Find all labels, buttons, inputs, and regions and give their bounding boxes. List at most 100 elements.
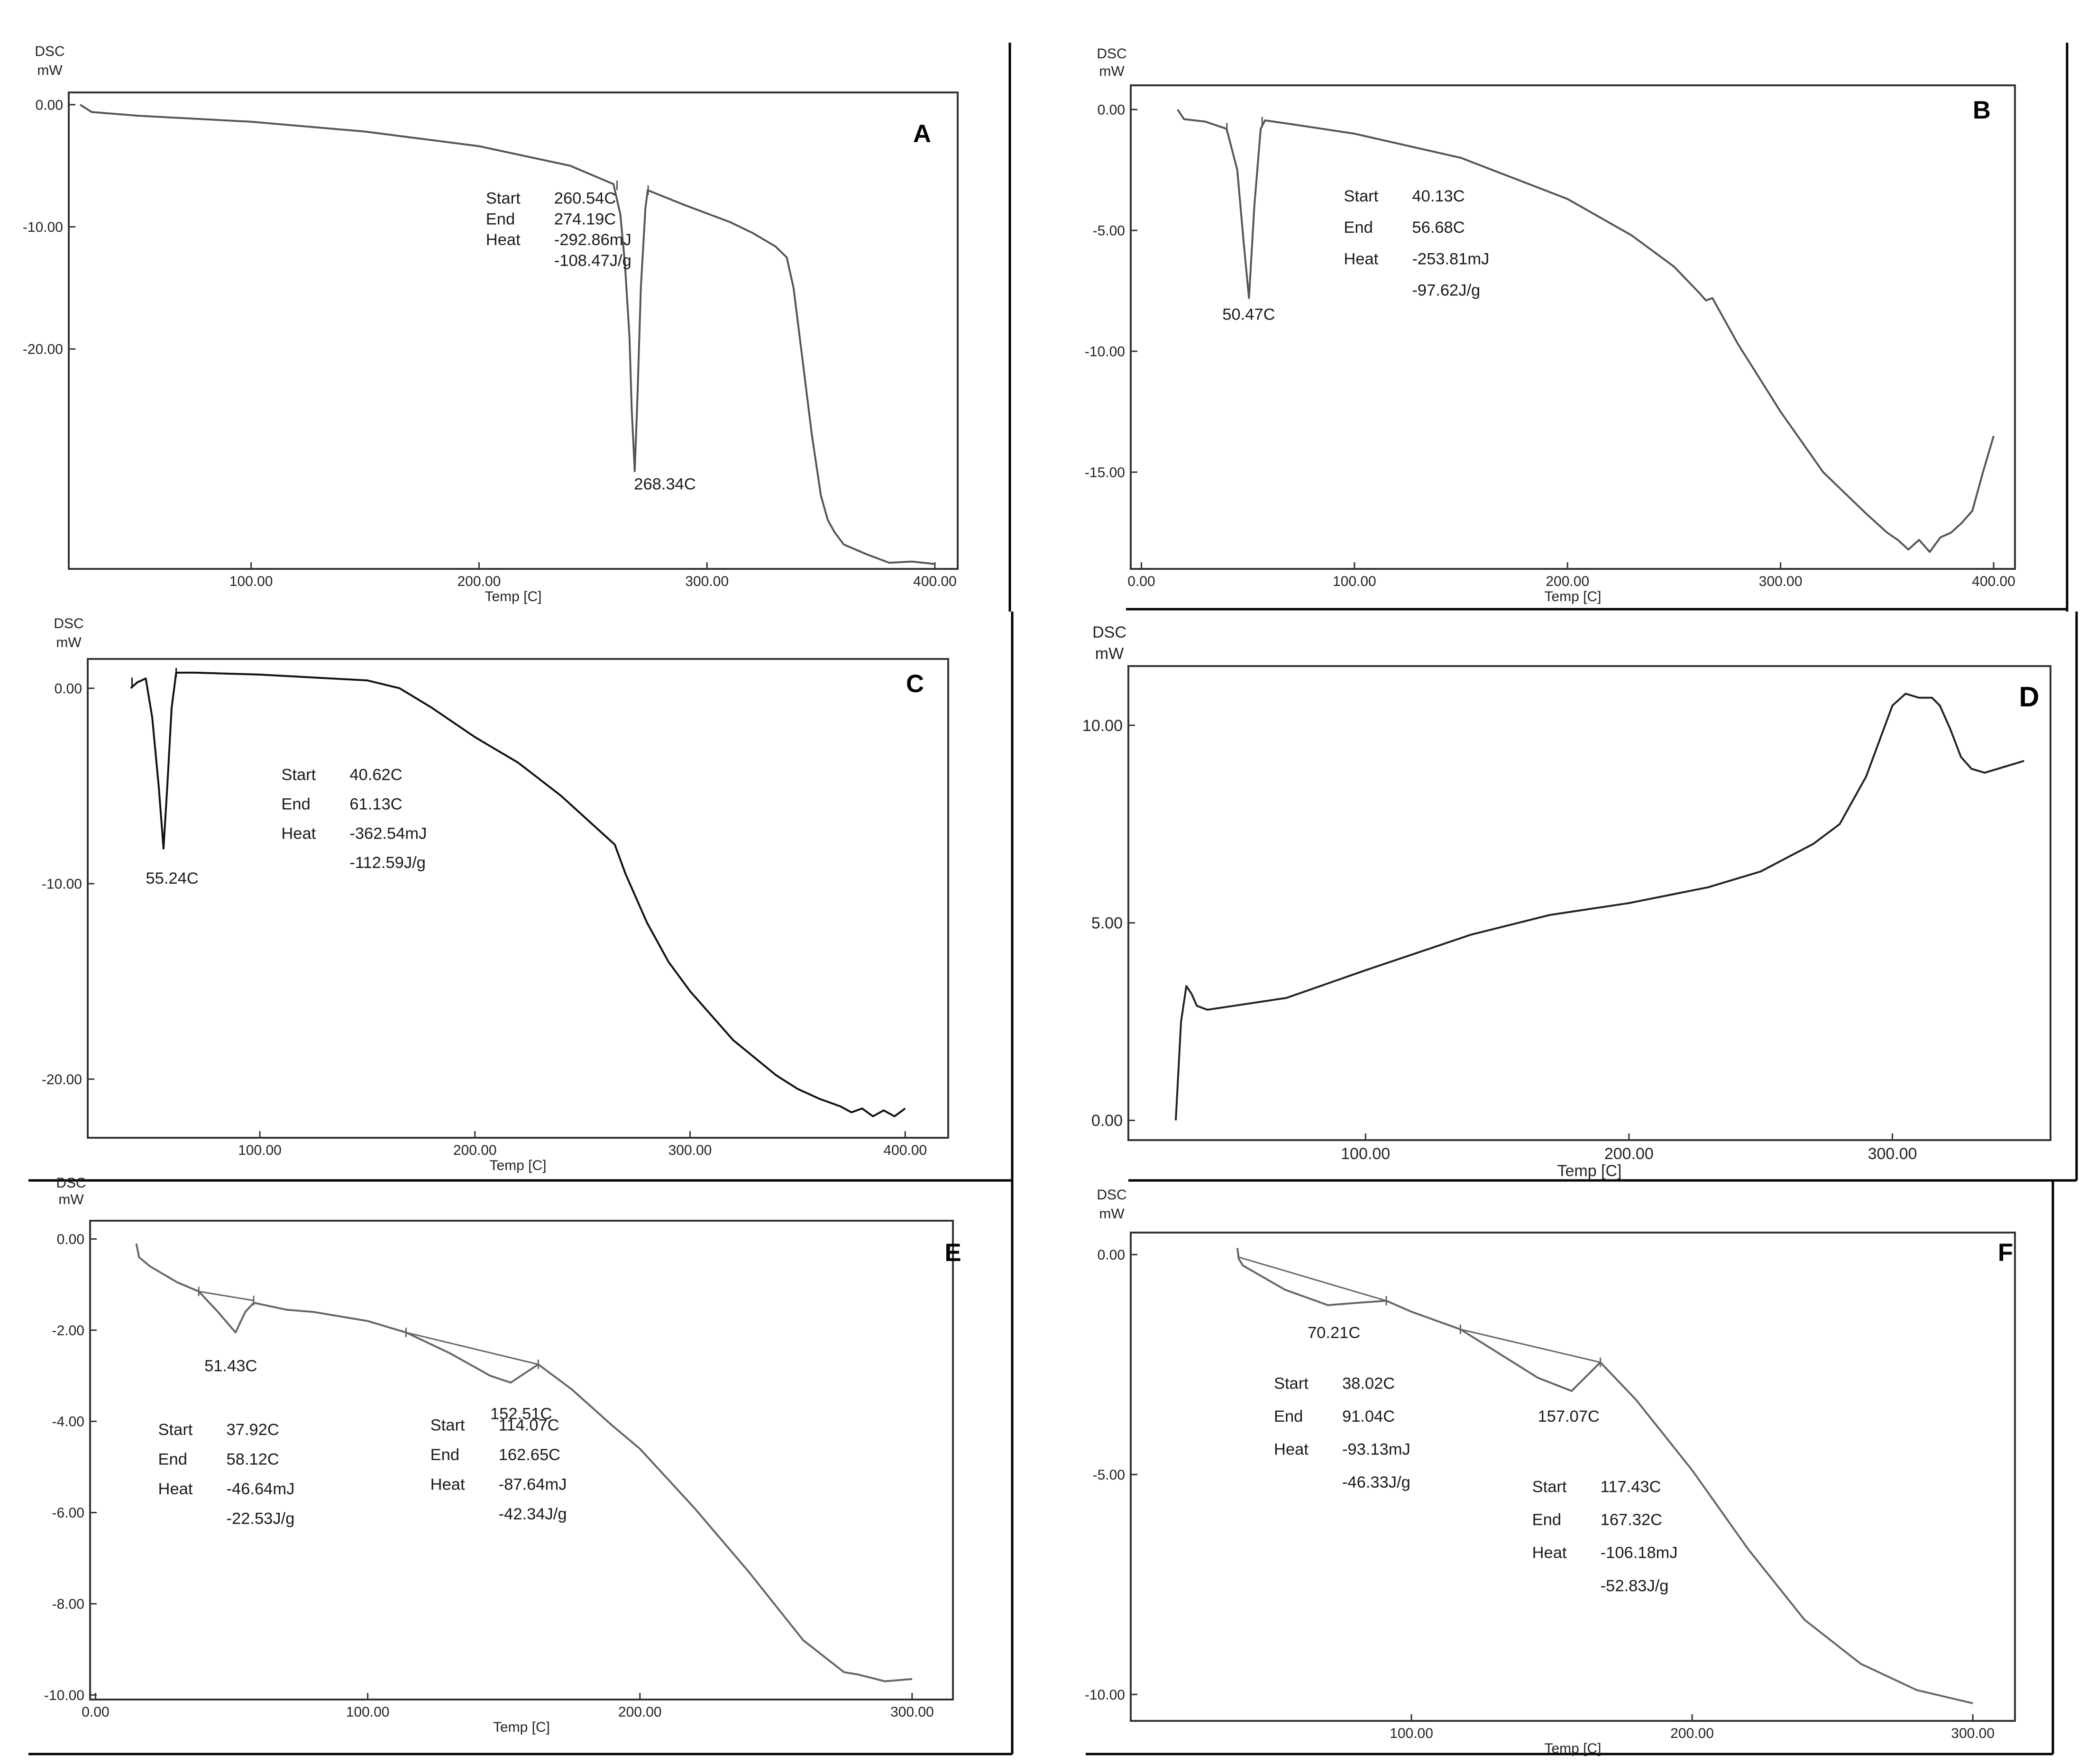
annotation-label: Start — [1274, 1374, 1309, 1392]
annotation-value: 40.13C — [1412, 187, 1465, 205]
y-tick-label: -5.00 — [1093, 1467, 1125, 1483]
annotation-value: 114.07C — [499, 1416, 559, 1434]
annotation-label: End — [1532, 1511, 1561, 1529]
y-axis-label: DSC — [56, 1175, 86, 1191]
x-tick-label: 100.00 — [229, 574, 273, 589]
annotation-value: -106.18mJ — [1601, 1544, 1678, 1562]
annotation-label: End — [1344, 219, 1373, 237]
x-tick-label: 100.00 — [1341, 1145, 1390, 1163]
y-axis-label: DSC — [1097, 1187, 1126, 1203]
x-tick-label: 200.00 — [1546, 574, 1589, 589]
annotation-label: Heat — [1344, 250, 1378, 268]
y-axis-unit: mW — [1099, 64, 1125, 79]
plot-frame — [1127, 665, 2051, 1141]
dsc-curve — [130, 671, 906, 1117]
annotation-value: -292.86mJ — [554, 231, 632, 249]
x-tick-label: 300.00 — [890, 1704, 934, 1720]
panel-letter: B — [1973, 96, 1991, 124]
peak-baseline — [406, 1332, 539, 1365]
annotation-value: -46.64mJ — [227, 1480, 295, 1498]
x-axis-label: Temp [C] — [1544, 1741, 1601, 1756]
panel-a: 0.00 -10.00 -20.00 100.00 200.00 300.00 400.00… — [23, 44, 959, 604]
annotation-value: 268.34C — [634, 475, 696, 494]
annotation-value: -42.34J/g — [499, 1505, 567, 1523]
y-tick-label: 0.00 — [1091, 1112, 1123, 1130]
x-tick-label: 300.00 — [668, 1142, 712, 1158]
x-tick-label: 300.00 — [1868, 1145, 1917, 1163]
annotation-value: 51.43C — [204, 1357, 257, 1375]
panel-letter: A — [913, 120, 931, 148]
y-tick-label: -2.00 — [52, 1323, 84, 1338]
annotation-label: Start — [430, 1416, 465, 1434]
panel-e: 0.00-2.00-4.00-6.00-8.00-10.000.00 100.00… — [44, 1175, 961, 1735]
annotation-value: -362.54mJ — [349, 824, 427, 842]
annotation-label: Start — [281, 766, 316, 784]
annotation-value: 274.19C — [554, 210, 616, 228]
annotation-label: Heat — [430, 1476, 465, 1494]
y-axis-unit: mW — [37, 63, 63, 78]
annotation-value: -97.62J/g — [1412, 282, 1480, 300]
panel-b: 0.00 -5.00 -10.00 -15.00 0.00 100.00 200.00 300… — [1085, 46, 2016, 604]
annotation-label: End — [430, 1446, 459, 1464]
x-tick-label: 300.00 — [685, 574, 729, 589]
x-tick-label: 300.00 — [1759, 574, 1803, 589]
annotation-label: Heat — [486, 231, 521, 249]
plot-frame — [68, 91, 959, 570]
panel-letter: C — [906, 670, 924, 698]
annotation-label: End — [1274, 1408, 1303, 1426]
y-tick-label: 0.00 — [55, 681, 82, 696]
y-tick-label: -20.00 — [42, 1072, 82, 1088]
y-tick-label: 0.00 — [57, 1232, 84, 1247]
annotation-label: Heat — [281, 824, 316, 842]
x-axis-label: Temp [C] — [485, 589, 541, 604]
annotation-label: End — [486, 210, 515, 228]
x-tick-label: 300.00 — [1951, 1726, 1995, 1741]
x-tick-label: 200.00 — [458, 574, 501, 589]
y-tick-label: 10.00 — [1082, 717, 1123, 735]
panel-letter: F — [1998, 1239, 2013, 1267]
panel-c: 0.00 -10.00 -20.00 100.00 200.00 300.00 400.00… — [42, 616, 949, 1173]
x-tick-label: 100.00 — [1333, 574, 1376, 589]
y-tick-label: -10.00 — [42, 877, 82, 892]
y-tick-label: -15.00 — [1085, 465, 1125, 481]
y-tick-label: -10.00 — [1085, 1687, 1125, 1703]
annotation-value: -253.81mJ — [1412, 250, 1489, 268]
annotation-label: Heat — [1274, 1441, 1309, 1459]
y-tick-label: -10.00 — [23, 219, 63, 235]
annotation-value: 50.47C — [1222, 306, 1275, 324]
dsc-curve — [79, 104, 935, 565]
annotation-value: 55.24C — [146, 869, 199, 887]
x-axis-label: Temp [C] — [1557, 1162, 1621, 1180]
x-axis-label: Temp [C] — [1544, 589, 1601, 604]
x-tick-label: 100.00 — [346, 1704, 390, 1720]
y-tick-label: -10.00 — [1085, 344, 1125, 360]
panel-letter: D — [2019, 681, 2040, 713]
x-tick-label: 0.00 — [82, 1704, 109, 1720]
y-tick-label: -5.00 — [1093, 223, 1125, 239]
x-tick-label: 200.00 — [453, 1142, 497, 1158]
y-tick-label: -6.00 — [52, 1505, 84, 1521]
x-tick-label: 0.00 — [1127, 574, 1155, 589]
annotation-value: -108.47J/g — [554, 252, 632, 270]
annotation-label: End — [281, 795, 310, 813]
y-axis-label: DSC — [54, 616, 83, 631]
annotation-value: -52.83J/g — [1601, 1577, 1669, 1595]
dsc-curve — [1177, 109, 1995, 553]
y-tick-label: 5.00 — [1091, 914, 1123, 932]
annotation-value: 167.32C — [1601, 1511, 1662, 1529]
annotation-label: End — [158, 1451, 187, 1469]
peak-baseline — [1460, 1328, 1601, 1363]
annotation-label: Start — [486, 190, 521, 208]
annotation-value: 157.07C — [1538, 1408, 1599, 1426]
x-tick-label: 400.00 — [1972, 574, 2015, 589]
panel-f: 0.00 -5.00 -10.00 100.00 200.00 300.00 DSC mW Te… — [1085, 1187, 2016, 1756]
annotation-value: 37.92C — [227, 1421, 279, 1439]
y-tick-label: -4.00 — [52, 1414, 84, 1430]
plot-frame — [87, 658, 949, 1139]
annotation-value: 40.62C — [349, 766, 402, 784]
annotation-label: Start — [158, 1421, 193, 1439]
annotation-value: 70.21C — [1308, 1324, 1360, 1342]
plot-frame — [1130, 1232, 2016, 1722]
annotation-value: 91.04C — [1342, 1408, 1395, 1426]
y-axis-label: DSC — [1092, 623, 1126, 641]
